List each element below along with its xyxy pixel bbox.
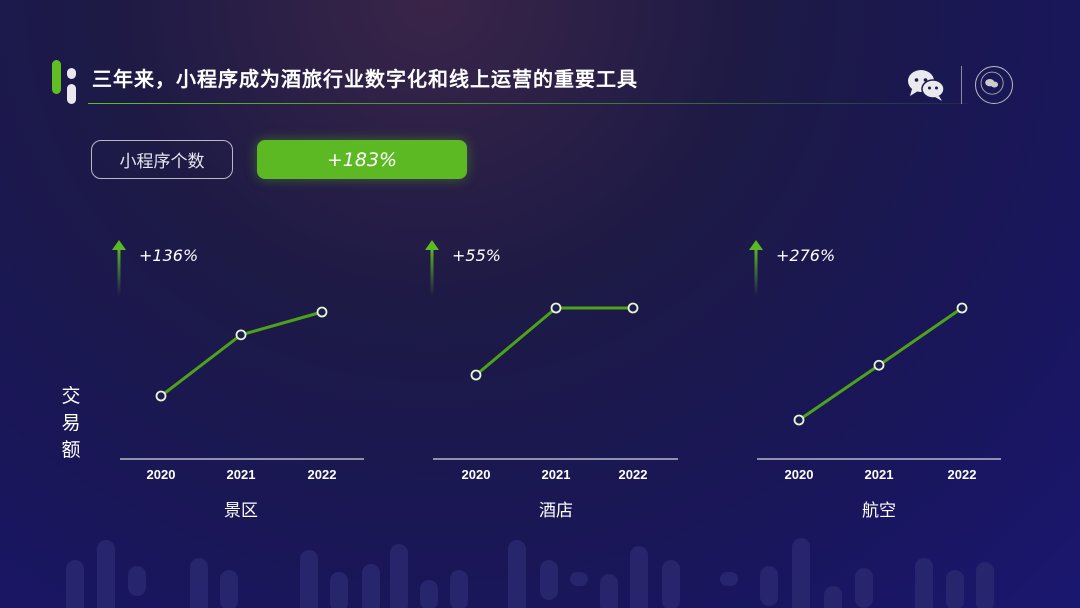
growth-arrow-head xyxy=(112,240,126,250)
brand-logo-green-bar xyxy=(52,60,61,94)
brand-logo-white-dot xyxy=(67,68,76,79)
x-tick-label: 2021 xyxy=(865,467,894,482)
growth-arrow-head xyxy=(425,240,439,250)
category-label: 航空 xyxy=(862,501,896,521)
page-title: 三年来，小程序成为酒旅行业数字化和线上运营的重要工具 xyxy=(92,67,638,91)
data-point xyxy=(470,369,482,381)
data-point xyxy=(793,414,805,426)
x-tick-label: 2020 xyxy=(785,467,814,482)
x-tick-label: 2022 xyxy=(308,467,337,482)
growth-arrow-head xyxy=(749,240,763,250)
data-point xyxy=(235,329,247,341)
y-axis-label: 交易额 xyxy=(61,385,81,461)
growth-arrow-icon xyxy=(754,248,758,296)
header-divider xyxy=(961,66,962,104)
x-tick-label: 2020 xyxy=(462,467,491,482)
background-bars xyxy=(66,538,994,608)
x-tick-label: 2022 xyxy=(619,467,648,482)
growth-label: +136% xyxy=(139,246,198,265)
growth-label: +55% xyxy=(452,246,501,265)
x-tick-label: 2022 xyxy=(948,467,977,482)
seal-logo-icon xyxy=(975,66,1013,104)
growth-label: +276% xyxy=(776,246,835,265)
x-tick-label: 2021 xyxy=(227,467,256,482)
data-point xyxy=(873,359,885,371)
data-point xyxy=(956,302,968,314)
data-point xyxy=(316,306,328,318)
metric-growth-pill: +183% xyxy=(257,140,467,179)
series-line xyxy=(475,306,633,377)
brand-logo-white-bar xyxy=(67,84,76,104)
growth-arrow-icon xyxy=(117,248,121,296)
data-point xyxy=(627,302,639,314)
data-point xyxy=(155,390,167,402)
category-label: 酒店 xyxy=(539,501,573,521)
growth-arrow-icon xyxy=(430,248,434,296)
x-tick-label: 2021 xyxy=(542,467,571,482)
data-point xyxy=(550,302,562,314)
x-tick-label: 2020 xyxy=(147,467,176,482)
category-label: 景区 xyxy=(224,501,258,521)
series-line xyxy=(160,310,323,398)
title-underline xyxy=(88,103,968,104)
metric-label-pill: 小程序个数 xyxy=(91,140,233,179)
wechat-icon xyxy=(908,70,945,101)
